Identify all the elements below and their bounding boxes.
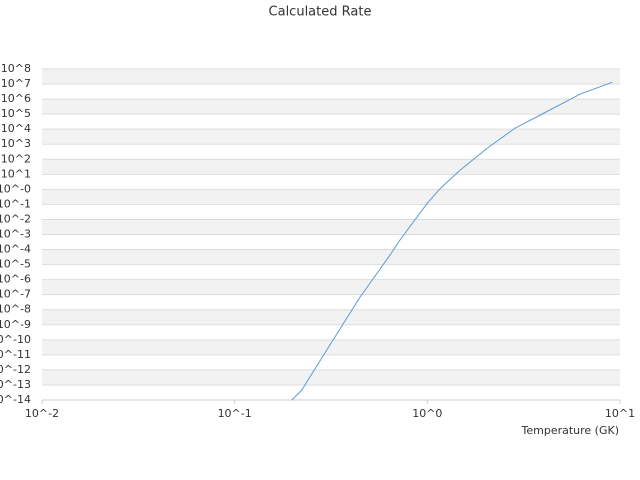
y-tick-label: 10^-8 [0,303,31,316]
y-tick-label: 10^-7 [0,288,31,301]
grid-band [42,159,620,175]
y-tick-label: 10^-11 [0,348,31,361]
y-tick-label: 10^7 [1,77,31,90]
y-tick-label: 10^3 [1,137,31,150]
y-tick-label: 10^-10 [0,333,31,346]
x-axis-label: Temperature (GK) [521,424,620,437]
y-tick-label: 10^6 [1,92,31,105]
y-tick-label: 10^-14 [0,393,31,406]
y-tick-label: 10^-4 [0,243,31,256]
grid-band [42,129,620,145]
x-tick-label: 10^-1 [218,407,252,420]
x-tick-label: 10^-2 [25,407,59,420]
grid-band [42,189,620,205]
grid-band [42,69,620,85]
y-tick-label: 10^-1 [0,197,31,210]
grid-band [42,279,620,295]
grid-band [42,369,620,385]
y-tick-label: 10^-12 [0,363,31,376]
y-tick-label: 10^8 [1,62,31,75]
grid-band [42,309,620,325]
grid-band [42,99,620,115]
x-tick-label: 10^0 [412,407,442,420]
y-tick-label: 10^-0 [0,182,31,195]
y-tick-label: 10^1 [1,167,31,180]
x-tick-label: 10^1 [605,407,635,420]
grid-band [42,249,620,265]
y-tick-label: 10^2 [1,152,31,165]
y-tick-label: 10^4 [1,122,31,135]
y-tick-label: 10^-2 [0,212,31,225]
y-tick-label: 10^-13 [0,378,31,391]
y-tick-label: 10^5 [1,107,31,120]
y-tick-label: 10^-6 [0,273,31,286]
grid-band [42,339,620,355]
y-tick-label: 10^-9 [0,318,31,331]
data-line [291,81,613,401]
grid-band [42,219,620,235]
chart-title: Calculated Rate [269,5,372,20]
y-tick-label: 10^-3 [0,228,31,241]
y-tick-label: 10^-5 [0,258,31,271]
